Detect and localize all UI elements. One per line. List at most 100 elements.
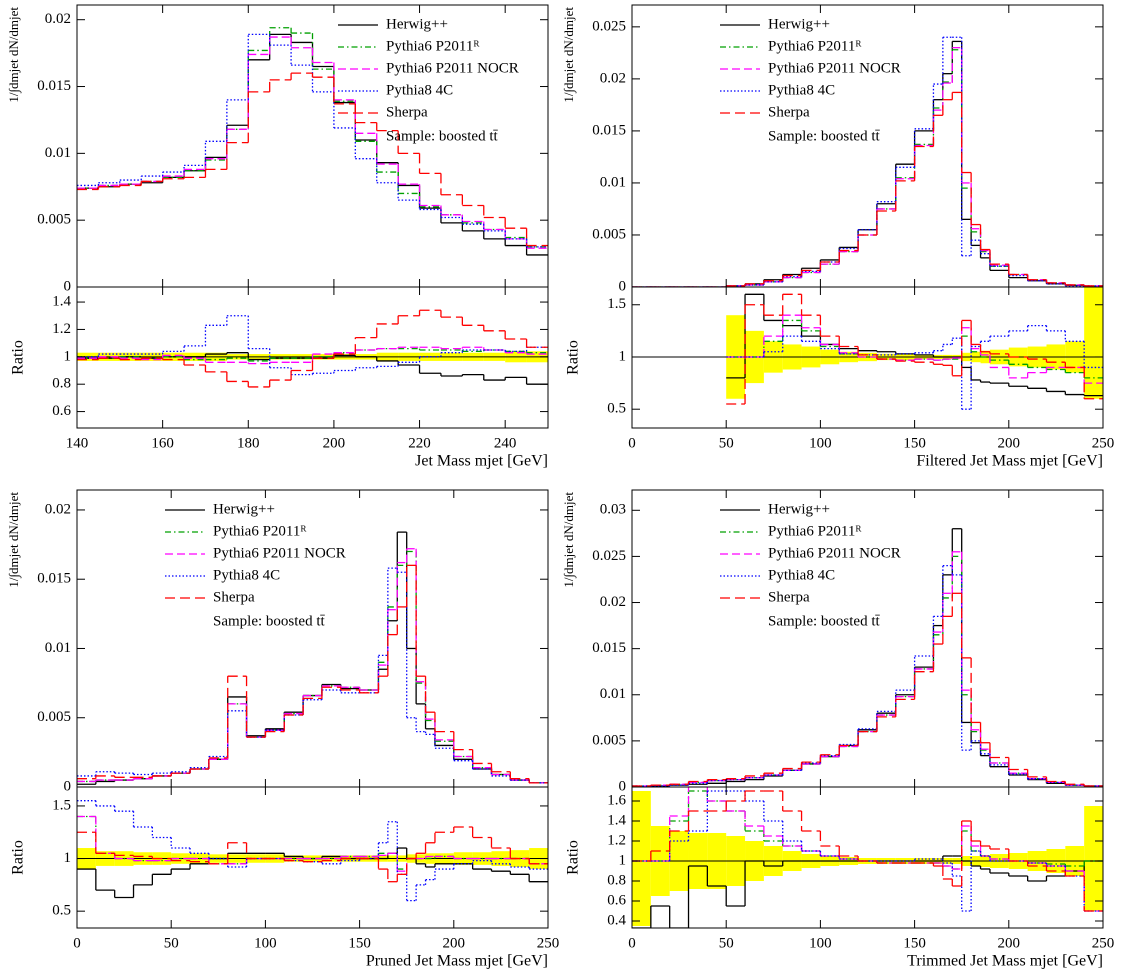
legend-label: Sherpa [768,589,810,605]
x-tick-label: 200 [998,435,1021,451]
plot-area [632,787,1103,928]
y-tick-label: 0 [619,278,627,294]
y-tick-label: 1.4 [607,812,626,828]
y-tick-label: 0.025 [592,18,626,34]
x-tick-label: 50 [164,935,179,951]
legend-label: Pythia6 P2011ᴿ [386,38,480,54]
y-tick-label: 0.015 [37,571,71,587]
legend-label: Pythia6 P2011 NOCR [386,60,519,76]
y-tick-label: 0 [64,278,72,294]
annotation: Sample: boosted tt̄ [386,128,498,144]
y-tick-label: 1 [619,852,627,868]
y-tick-label: 0.015 [37,78,71,94]
y-tick-label: 0.02 [45,11,71,27]
x-tick-label: 220 [408,435,431,451]
y-axis-label: Ratio [565,340,582,375]
plot-area [77,27,548,256]
y-tick-label: 0.01 [45,640,71,656]
y-tick-label: 1 [64,850,72,866]
x-tick-label: 160 [151,435,174,451]
y-tick-label: 0.4 [607,912,626,928]
x-tick-label: 250 [537,935,560,951]
y-tick-label: 1.2 [52,321,71,337]
plot-area [77,531,548,785]
y-tick-label: 0.5 [52,903,71,919]
plot-frame [631,286,1104,429]
x-tick-label: 200 [323,435,346,451]
y-tick-label: 0.03 [600,502,626,518]
y-tick-label: 0 [619,778,627,794]
plot-frame [631,786,1104,929]
legend-label: Pythia8 4C [768,82,835,98]
legend-label: Pythia8 4C [386,82,453,98]
legend-label: Herwig++ [768,501,830,517]
y-tick-label: 0.8 [607,872,626,888]
legend-label: Pythia6 P2011ᴿ [768,523,862,539]
x-tick-label: 50 [719,935,734,951]
uncertainty-band [632,791,651,926]
plot-frame [76,489,549,788]
y-tick-label: 1.5 [607,296,626,312]
legend-label: Pythia8 4C [768,567,835,583]
x-tick-label: 200 [443,935,466,951]
y-tick-label: 0.005 [37,709,71,725]
x-tick-label: 150 [903,935,926,951]
x-tick-label: 250 [1092,935,1115,951]
y-tick-label: 0.005 [592,732,626,748]
x-axis-label: Pruned Jet Mass mjet [GeV] [366,953,548,970]
y-tick-label: 0.02 [600,70,626,86]
y-tick-label: 0.6 [52,403,71,419]
y-tick-label: 0.02 [45,501,71,517]
x-axis-label: Jet Mass mjet [GeV] [415,453,548,470]
annotation: Sample: boosted tt̄ [768,128,880,144]
x-tick-label: 150 [903,435,926,451]
uncertainty-band [1084,806,1103,911]
x-tick-label: 240 [494,435,517,451]
y-tick-label: 0.01 [600,686,626,702]
y-axis-label: Ratio [10,840,27,875]
y-tick-label: 0.6 [607,892,626,908]
legend-label: Pythia6 P2011 NOCR [768,545,901,561]
plot-area [77,309,548,388]
y-axis-label: 1/∫dmjet dN/dmjet [561,7,577,103]
y-tick-label: 0.015 [592,640,626,656]
plot-frame [76,286,549,429]
legend-label: Sherpa [768,104,810,120]
x-axis-label: Filtered Jet Mass mjet [GeV] [916,453,1103,470]
legend-label: Pythia6 P2011 NOCR [768,60,901,76]
legend-label: Pythia6 P2011ᴿ [213,523,307,539]
x-axis-label: Trimmed Jet Mass mjet [GeV] [907,953,1103,970]
y-tick-label: 0.015 [592,122,626,138]
y-tick-label: 1 [64,348,72,364]
y-tick-label: 0.005 [592,226,626,242]
plot-frame [631,4,1104,288]
plot-area [632,36,1103,287]
y-axis-label: Ratio [565,840,582,875]
legend-label: Herwig++ [386,16,448,32]
uncertainty-band [1084,287,1103,399]
plot-area [632,528,1103,787]
y-axis-label: 1/∫dmjet dN/dmjet [561,492,577,588]
y-tick-label: 0.005 [37,212,71,228]
y-tick-label: 0.01 [600,174,626,190]
x-tick-label: 100 [254,935,277,951]
x-tick-label: 50 [719,435,734,451]
x-tick-label: 0 [628,435,636,451]
x-tick-label: 150 [348,935,371,951]
legend-label: Pythia6 P2011ᴿ [768,38,862,54]
x-tick-label: 100 [809,435,832,451]
y-tick-label: 1.2 [607,832,626,848]
annotation: Sample: boosted tt̄ [768,613,880,629]
plot-frame [631,489,1104,788]
x-tick-label: 250 [1092,435,1115,451]
legend-label: Sherpa [386,104,428,120]
x-tick-label: 140 [66,435,89,451]
x-tick-label: 0 [628,935,636,951]
legend-label: Pythia6 P2011 NOCR [213,545,346,561]
plot-area [632,287,1103,410]
legend-label: Sherpa [213,589,255,605]
y-tick-label: 0.01 [45,145,71,161]
x-tick-label: 0 [73,935,81,951]
